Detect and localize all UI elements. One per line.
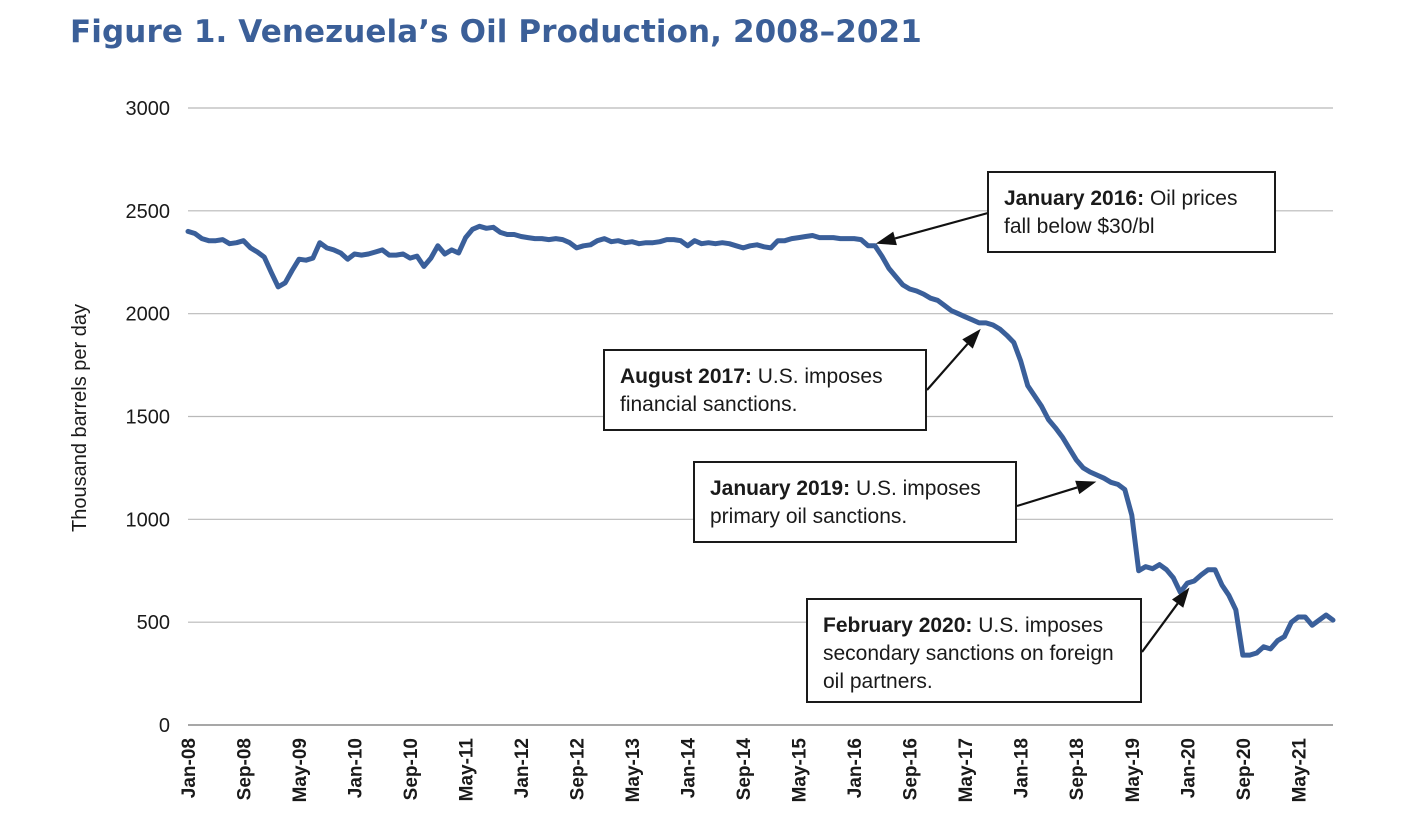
x-tick-label: Sep-16 — [901, 738, 922, 800]
annotation-aug-2017-text: U.S. imposes financial sanctions. — [620, 365, 883, 416]
annotation-arrow-line — [1016, 486, 1078, 508]
y-axis-label: Thousand barrels per day — [69, 304, 91, 532]
x-tick-labels: Jan-08 Sep-08 May-09 Jan-10 Sep-10 May-11 Jan-… — [179, 738, 1310, 803]
x-tick-label: May-15 — [790, 738, 811, 803]
y-tick-label: 3000 — [126, 98, 171, 120]
x-tick-label: Jan-10 — [346, 738, 367, 798]
y-tick-label: 2000 — [126, 304, 171, 326]
x-tick-label: May-19 — [1123, 738, 1144, 802]
annotation-arrow-line — [894, 211, 989, 240]
y-tick-labels: 0 500 1000 1500 2000 2500 3000 — [126, 98, 171, 737]
annotation-jan-2016: January 2016: Oil prices fall below $30/… — [987, 171, 1276, 253]
annotation-arrow-head — [1171, 587, 1190, 608]
chart-title: Figure 1. Venezuela’s Oil Production, 20… — [70, 14, 922, 50]
annotation-jan-2019-text: U.S. imposes primary oil sanctions. — [710, 477, 981, 528]
x-tick-label: Jan-16 — [845, 738, 866, 798]
x-tick-label: Sep-20 — [1234, 738, 1255, 800]
annotation-arrow-head — [875, 231, 897, 246]
y-tick-label: 2500 — [126, 201, 171, 223]
x-tick-label: Sep-12 — [568, 738, 589, 800]
x-tick-label: Jan-14 — [679, 738, 700, 799]
annotation-feb-2020-date: February 2020: — [823, 614, 973, 637]
annotation-jan-2019: January 2019: U.S. imposes primary oil s… — [693, 461, 1017, 543]
annotation-feb-2020-text: U.S. imposes secondary sanctions on fore… — [823, 614, 1114, 693]
series-line-group — [185, 223, 1336, 658]
annotation-arrow-line — [926, 343, 969, 391]
x-tick-label: Jan-18 — [1012, 738, 1033, 798]
x-tick-label: Jan-12 — [512, 738, 533, 798]
annotation-aug-2017: August 2017: U.S. imposes financial sanc… — [603, 349, 927, 431]
y-tick-label: 1000 — [126, 509, 171, 531]
y-tick-label: 1500 — [126, 407, 171, 429]
x-tick-label: Sep-14 — [734, 738, 755, 801]
y-tick-label: 0 — [159, 715, 170, 737]
x-tick-label: May-11 — [457, 738, 478, 802]
x-tick-label: Sep-18 — [1067, 738, 1088, 800]
y-tick-label: 500 — [137, 612, 170, 634]
x-tick-label: Jan-20 — [1178, 738, 1199, 798]
annotation-jan-2019-date: January 2019: — [710, 477, 851, 500]
annotation-arrow-head — [1075, 480, 1097, 495]
x-tick-label: May-09 — [290, 738, 311, 802]
annotation-arrow-head — [962, 328, 981, 349]
annotation-arrow-line — [1141, 602, 1179, 653]
annotation-arrows — [875, 211, 1190, 653]
x-tick-label: May-17 — [956, 738, 977, 802]
series-line — [185, 223, 1336, 658]
annotation-aug-2017-date: August 2017: — [620, 365, 752, 388]
x-tick-label: May-13 — [623, 738, 644, 802]
annotation-jan-2016-text: Oil prices fall below $30/bl — [1004, 187, 1238, 238]
x-tick-label: Jan-08 — [179, 738, 200, 798]
x-tick-label: Sep-08 — [235, 738, 256, 800]
annotation-jan-2016-date: January 2016: — [1004, 187, 1145, 210]
x-tick-label: Sep-10 — [401, 738, 422, 800]
annotation-feb-2020: February 2020: U.S. imposes secondary sa… — [806, 598, 1142, 703]
x-tick-label: May-21 — [1289, 738, 1310, 803]
